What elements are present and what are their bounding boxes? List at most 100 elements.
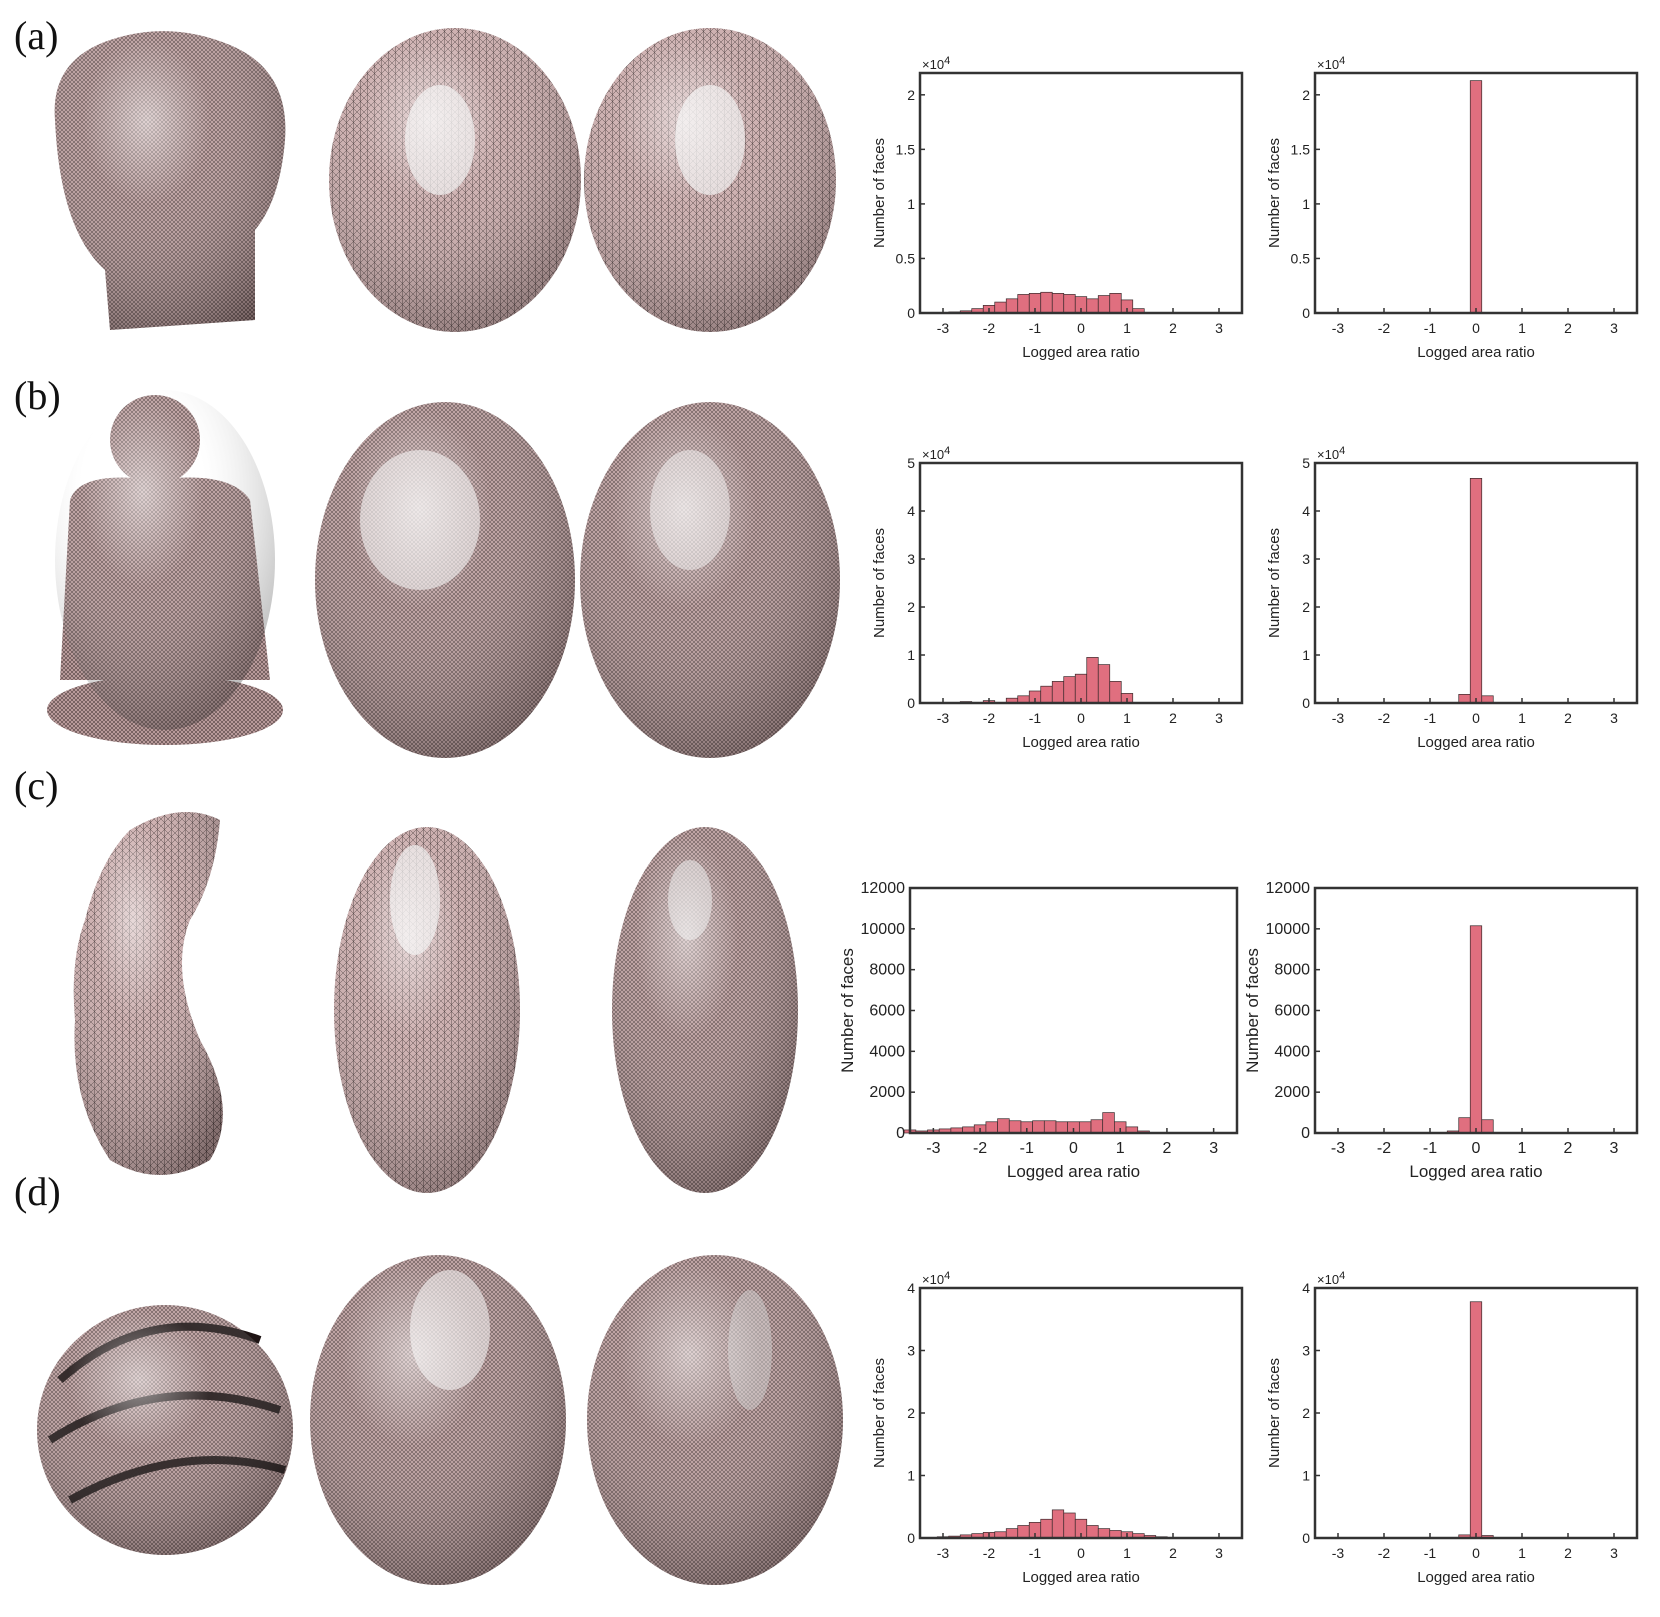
x-tick-label: 0 (1472, 320, 1480, 336)
y-tick-label: 3 (1302, 551, 1310, 567)
y-tick-label: 8000 (869, 962, 905, 979)
y-tick-label: 10000 (861, 921, 906, 938)
y-tick-label: 0 (1301, 1125, 1310, 1142)
x-tick-label: 1 (1518, 1140, 1527, 1157)
y-tick-label: 1 (907, 196, 915, 212)
y-tick-label: 0 (1302, 1530, 1310, 1546)
y-axis-label: Number of faces (871, 138, 888, 248)
histogram-bar (1102, 1112, 1115, 1134)
y-tick-label: 1 (907, 1468, 915, 1484)
histogram-bar (1078, 1121, 1092, 1134)
spiral-ball-mesh (37, 1305, 293, 1555)
y-multiplier-exponent: 4 (1339, 445, 1345, 457)
y-tick-label: 2000 (1274, 1084, 1310, 1101)
y-tick-label: 4 (907, 503, 915, 519)
y-tick-label: 2 (1302, 599, 1310, 615)
histogram-bar (1109, 681, 1122, 704)
x-tick-label: 3 (1209, 1140, 1218, 1157)
x-tick-label: -1 (1424, 1545, 1437, 1561)
y-tick-label: 2 (1302, 87, 1310, 103)
x-tick-label: 0 (1472, 1140, 1481, 1157)
x-axis-label: Logged area ratio (1409, 1162, 1542, 1181)
histogram-bar (1097, 664, 1111, 704)
x-tick-label: 3 (1215, 320, 1223, 336)
y-tick-label: 4000 (1274, 1043, 1310, 1060)
histogram-bar (1051, 293, 1065, 314)
histogram-bar (1086, 657, 1099, 704)
x-tick-label: -3 (1332, 320, 1345, 336)
x-tick-label: 1 (1518, 320, 1526, 336)
y-tick-label: 1 (907, 647, 915, 663)
sphere-mesh-b1 (315, 402, 575, 758)
x-tick-label: 0 (1077, 1545, 1085, 1561)
y-multiplier-exponent: 4 (1339, 1270, 1345, 1282)
y-tick-label: 10000 (1266, 921, 1311, 938)
y-tick-label: 0 (907, 1530, 915, 1546)
histogram-bar (1097, 1528, 1111, 1539)
histogram-b-left: 0 1 2 3 4 5 -3 -2 -1 0 1 2 3 Logged area ratio Number … (871, 445, 1244, 751)
x-tick-label: 0 (1472, 1545, 1480, 1561)
x-axis-label: Logged area ratio (1022, 734, 1140, 751)
x-tick-label: 1 (1116, 1140, 1125, 1157)
x-tick-label: -2 (983, 710, 996, 726)
plot-frame (918, 71, 1244, 315)
x-tick-label: 1 (1518, 710, 1526, 726)
y-tick-label: 1.5 (896, 141, 916, 157)
x-tick-label: 2 (1564, 710, 1572, 726)
y-multiplier-exponent: 4 (1339, 55, 1345, 67)
histogram-bar (1063, 676, 1076, 704)
x-tick-label: -2 (1378, 320, 1391, 336)
x-tick-label: -3 (937, 710, 950, 726)
x-tick-label: -1 (1029, 710, 1042, 726)
histogram-bar (1469, 478, 1483, 704)
y-multiplier: ×104 (1317, 445, 1345, 462)
row-label-a: (a) (14, 13, 59, 58)
y-tick-label: 5 (907, 455, 915, 471)
x-tick-label: 2 (1564, 1545, 1572, 1561)
x-tick-label: -1 (1424, 710, 1437, 726)
histogram-bar (1097, 295, 1111, 314)
histogram-bar (1469, 925, 1483, 1134)
x-tick-label: 1 (1123, 1545, 1131, 1561)
histogram-bar (1008, 1120, 1022, 1134)
y-tick-label: 2 (1302, 1405, 1310, 1421)
y-axis-label: Number of faces (1266, 138, 1283, 248)
y-multiplier: ×104 (1317, 55, 1345, 72)
sphere-mesh-d2 (587, 1255, 843, 1585)
histogram-bar (1086, 1525, 1099, 1539)
histogram-c-left: 0 2000 4000 6000 8000 10000 12000 -3 -2 -1 0 1 2 3 Log… (838, 880, 1239, 1181)
y-multiplier-exponent: 4 (944, 445, 950, 457)
x-tick-label: 3 (1610, 320, 1618, 336)
x-axis-label: Logged area ratio (1007, 1162, 1140, 1181)
y-tick-label: 6000 (869, 1003, 905, 1020)
x-tick-label: 0 (1472, 710, 1480, 726)
histogram-b-right: 0 1 2 3 4 5 -3 -2 -1 0 1 2 3 Logged area ratio Number … (1266, 445, 1639, 751)
histogram-bar (1090, 1119, 1104, 1134)
x-tick-label: 2 (1162, 1140, 1171, 1157)
y-tick-label: 4 (907, 1280, 915, 1296)
histogram-bar (1005, 1528, 1019, 1539)
histogram-bar (1017, 294, 1030, 314)
histogram-bar (1040, 685, 1053, 704)
x-tick-label: -3 (1332, 710, 1345, 726)
x-tick-label: -2 (973, 1140, 987, 1157)
x-tick-label: -1 (1424, 320, 1437, 336)
y-tick-label: 0 (1302, 695, 1310, 711)
y-tick-label: 1 (1302, 196, 1310, 212)
x-tick-label: 2 (1169, 1545, 1177, 1561)
y-tick-label: 5 (1302, 455, 1310, 471)
x-tick-label: 2 (1564, 1140, 1573, 1157)
histogram-bar (1481, 1119, 1494, 1134)
x-tick-label: 3 (1610, 710, 1618, 726)
x-tick-label: -3 (937, 320, 950, 336)
y-tick-label: 0 (907, 305, 915, 321)
x-tick-label: -3 (1332, 1545, 1345, 1561)
histogram-bar (1040, 1518, 1053, 1539)
plot-frame (918, 461, 1244, 705)
histogram-bar (1055, 1121, 1069, 1134)
y-multiplier-exponent: 4 (944, 1270, 950, 1282)
x-tick-label: 0 (1077, 320, 1085, 336)
x-tick-label: -3 (937, 1545, 950, 1561)
x-tick-label: 1 (1123, 710, 1131, 726)
